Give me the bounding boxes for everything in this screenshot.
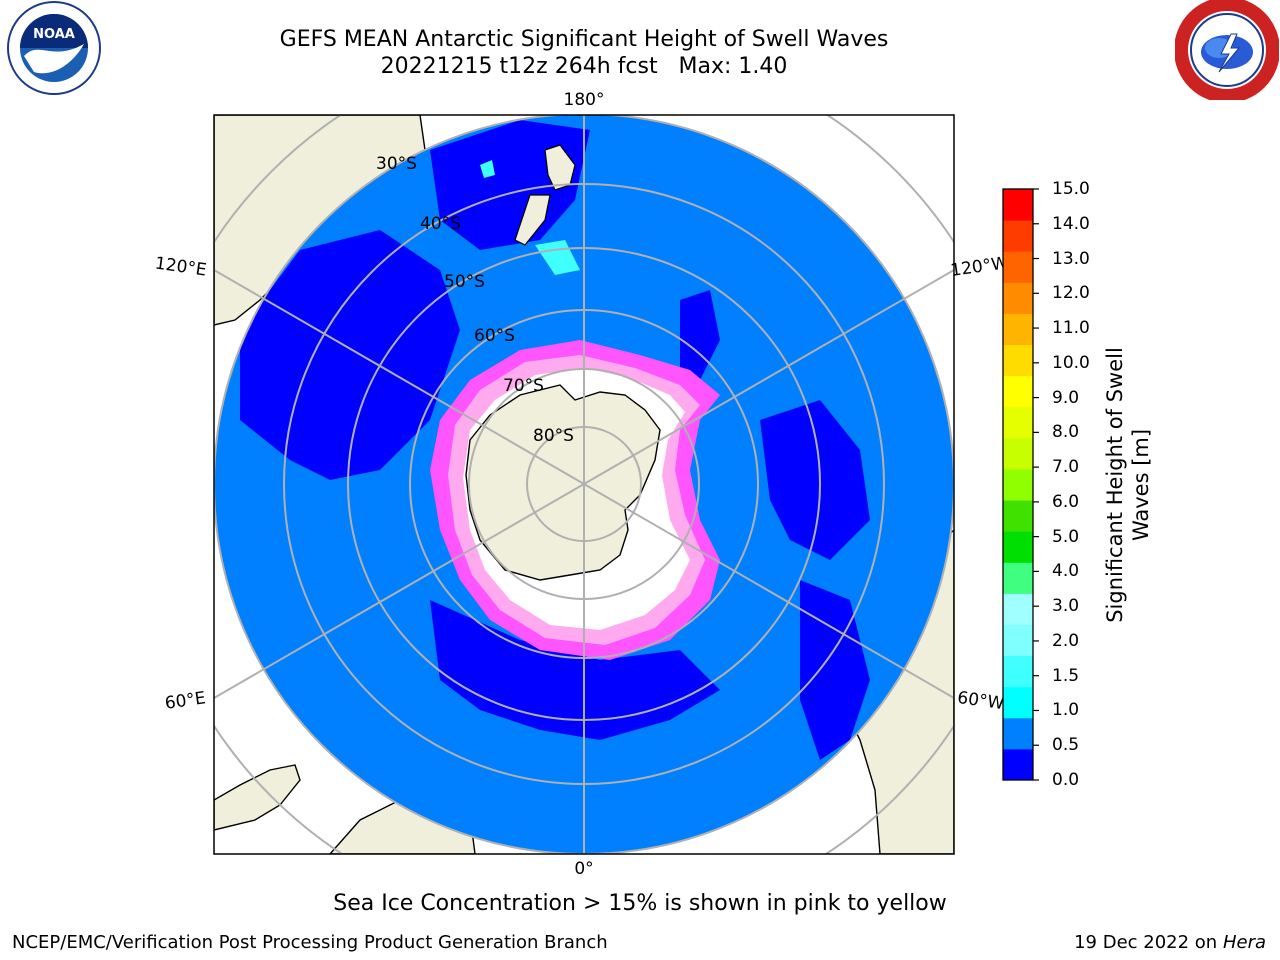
colorbar-swatch [1003, 313, 1033, 346]
colorbar-tick-label: 0.0 [1052, 770, 1080, 790]
colorbar-swatch [1003, 220, 1033, 252]
map-frame [213, 114, 955, 855]
lat-label-50s: 50°S [444, 272, 485, 292]
colorbar-swatch [1003, 375, 1033, 408]
colorbar-swatch [1003, 437, 1033, 470]
footer-date-text: 19 Dec 2022 on [1074, 932, 1218, 953]
madagascar-land [214, 764, 301, 831]
colorbar-tick-label: 2.0 [1052, 630, 1080, 651]
colorbar-tick-label: 8.0 [1052, 422, 1080, 443]
colorbar-swatch [1003, 282, 1033, 314]
lat-label-70s: 70°S [503, 376, 544, 396]
colorbar-swatch [1003, 748, 1033, 781]
footer-organization: NCEP/EMC/Verification Post Processing Pr… [12, 932, 608, 953]
lon-label-60w: 60°W [956, 688, 1005, 714]
colorbar-tick-label: 13.0 [1052, 248, 1090, 269]
colorbar-swatch [1003, 686, 1033, 719]
lat-label-60s: 60°S [474, 326, 515, 346]
colorbar-swatch [1003, 593, 1033, 625]
lon-label-120e: 120°E [154, 254, 208, 281]
chart-title: GEFS MEAN Antarctic Significant Height o… [279, 27, 889, 52]
colorbar-tick-label: 3.0 [1052, 596, 1080, 617]
light-swell-patch-2 [480, 160, 495, 178]
colorbar-tick-label: 6.0 [1052, 491, 1080, 512]
colorbar-swatch [1003, 251, 1033, 283]
colorbar-swatch [1003, 624, 1033, 657]
graticule [214, 115, 954, 854]
colorbar-tick-label: 9.0 [1052, 387, 1080, 408]
colorbar-tick-label: 10.0 [1052, 352, 1090, 373]
lon-label-120w: 120°W [949, 253, 1009, 281]
colorbar-tick-label: 11.0 [1052, 318, 1090, 339]
sea-ice-caption: Sea Ice Concentration > 15% is shown in … [333, 891, 947, 916]
colorbar-swatch [1003, 562, 1033, 594]
low-swell-region-chile [800, 580, 870, 760]
colorbar-swatch [1003, 500, 1033, 532]
lon-label-180: 180° [564, 90, 605, 110]
colorbar-tick-label: 4.0 [1052, 561, 1080, 582]
lon-label-60e: 60°E [164, 688, 207, 713]
colorbar-label-line2: Waves [m] [1129, 428, 1153, 542]
colorbar-swatch [1003, 468, 1033, 501]
colorbar-tick-label: 1.0 [1052, 700, 1080, 721]
colorbar-tick-label: 15.0 [1052, 179, 1090, 199]
chart-subtitle: 20221215 t12z 264h fcst Max: 1.40 [380, 54, 788, 79]
lon-label-0: 0° [574, 859, 593, 879]
colorbar-swatch [1003, 531, 1033, 563]
colorbar-swatch [1003, 344, 1033, 377]
lat-label-30s: 30°S [376, 154, 417, 174]
colorbar [1003, 188, 1039, 781]
colorbar-swatch [1003, 717, 1033, 750]
new-zealand-south-land [514, 194, 551, 246]
noaa-logo-text: NOAA [33, 27, 75, 42]
noaa-logo: NOAA [7, 1, 101, 95]
colorbar-frame [1002, 188, 1034, 781]
colorbar-tick-label: 0.5 [1052, 735, 1080, 756]
colorbar-label-line1: Significant Height of Swell [1103, 347, 1127, 623]
footer-date: 19 Dec 2022 on Hera [1074, 932, 1266, 954]
lat-label-80s: 80°S [533, 426, 574, 446]
low-swell-region-atlantic [760, 400, 870, 560]
colorbar-tick-label: 7.0 [1052, 457, 1080, 478]
low-swell-region-indian [240, 230, 460, 480]
colorbar-tick-label: 14.0 [1052, 213, 1090, 234]
lat-label-40s: 40°S [420, 214, 461, 234]
colorbar-tick-label: 5.0 [1052, 526, 1080, 547]
nws-logo [1175, 0, 1279, 100]
colorbar-swatch [1003, 655, 1033, 688]
colorbar-swatch [1003, 189, 1033, 221]
low-swell-region-pacific [680, 290, 720, 380]
colorbar-tick-label: 1.5 [1052, 665, 1080, 686]
colorbar-tick-label: 12.0 [1052, 283, 1090, 304]
footer-machine: Hera [1222, 932, 1266, 953]
colorbar-swatch [1003, 406, 1033, 439]
